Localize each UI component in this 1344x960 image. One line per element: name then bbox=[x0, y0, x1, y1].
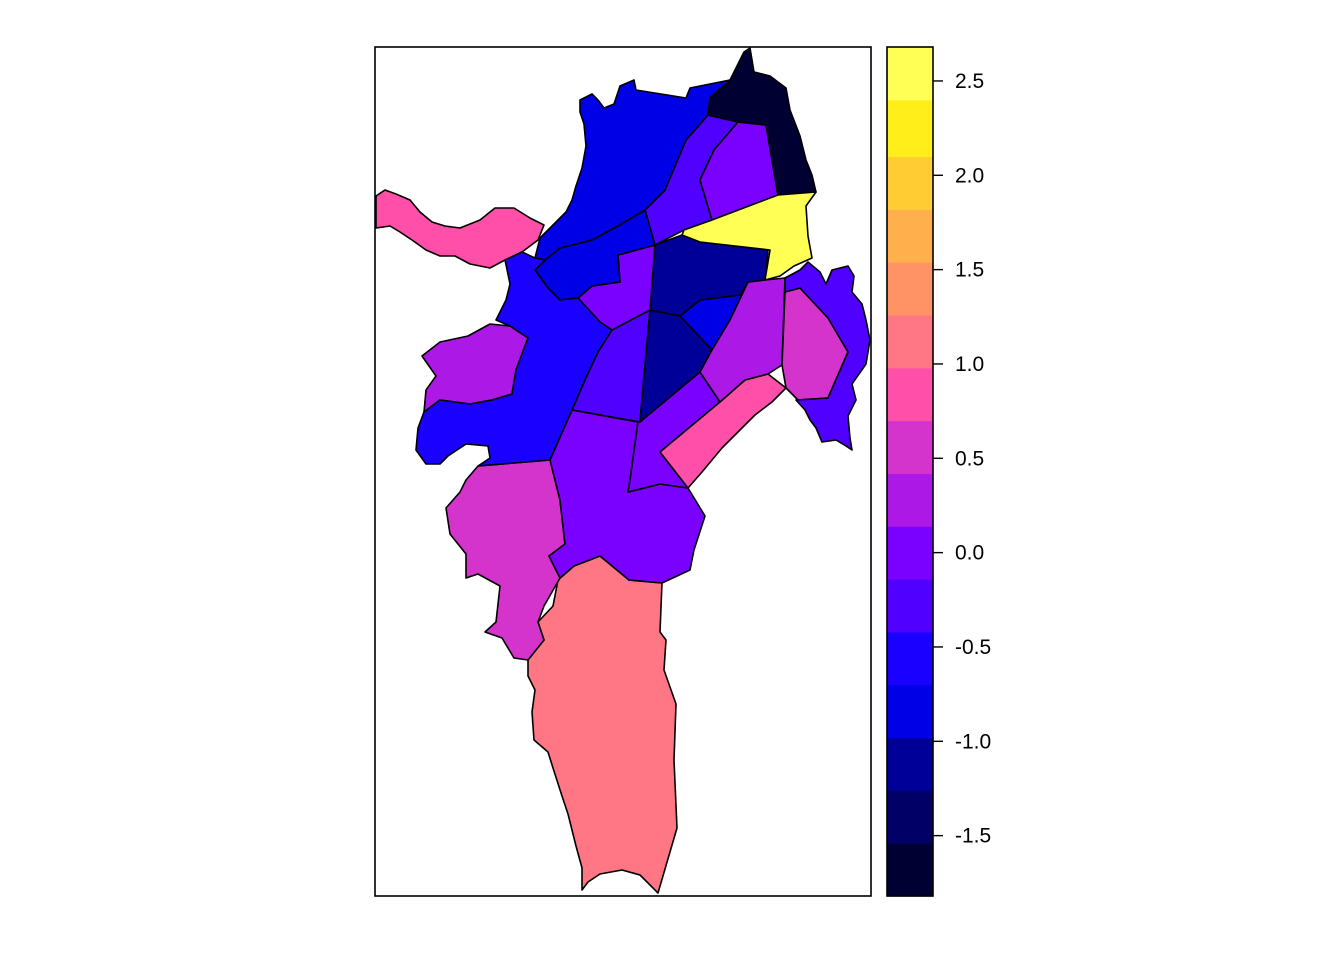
region-r16 bbox=[415, 251, 613, 467]
legend-bin-15 bbox=[887, 47, 933, 101]
region-r06 bbox=[375, 189, 545, 269]
legend-tick-label: 1.0 bbox=[955, 353, 984, 376]
legend-bin-11 bbox=[887, 262, 933, 316]
color-legend: 2.5 2.0 1.5 1.0 0.5 0.0 -0.5 -1.0 -1.5 bbox=[886, 46, 991, 897]
region-r18 bbox=[784, 261, 871, 451]
legend-bin-2 bbox=[887, 737, 933, 791]
legend-bin-6 bbox=[887, 526, 933, 580]
legend-bin-5 bbox=[887, 579, 933, 633]
region-r05 bbox=[681, 191, 817, 281]
legend-tick-label: 0.0 bbox=[955, 542, 984, 565]
legend-bin-1 bbox=[887, 790, 933, 844]
region-r02 bbox=[534, 79, 731, 261]
legend-bin-9 bbox=[887, 367, 933, 422]
legend-bin-4 bbox=[887, 631, 933, 686]
region-r01 bbox=[707, 47, 817, 196]
legend-tick-label: 0.5 bbox=[955, 447, 984, 470]
legend-tick-label: 1.5 bbox=[955, 259, 984, 282]
legend-bin-13 bbox=[887, 156, 933, 210]
legend-bin-7 bbox=[887, 473, 933, 527]
legend-tick-label: -1.0 bbox=[955, 730, 991, 753]
region-r13 bbox=[699, 277, 786, 403]
legend-bin-12 bbox=[887, 209, 933, 263]
legend-bin-8 bbox=[887, 420, 933, 474]
map-regions bbox=[375, 47, 871, 894]
legend-tick-label: 2.5 bbox=[955, 70, 984, 93]
legend-tick-label: -0.5 bbox=[955, 636, 991, 659]
legend-bin-14 bbox=[887, 99, 933, 158]
legend-tick-label: 2.0 bbox=[955, 164, 984, 187]
legend-bin-10 bbox=[887, 314, 933, 369]
legend-bin-3 bbox=[887, 684, 933, 739]
legend-bin-0 bbox=[887, 843, 933, 897]
legend-frame bbox=[886, 46, 934, 897]
legend-tick-label: -1.5 bbox=[955, 825, 991, 848]
